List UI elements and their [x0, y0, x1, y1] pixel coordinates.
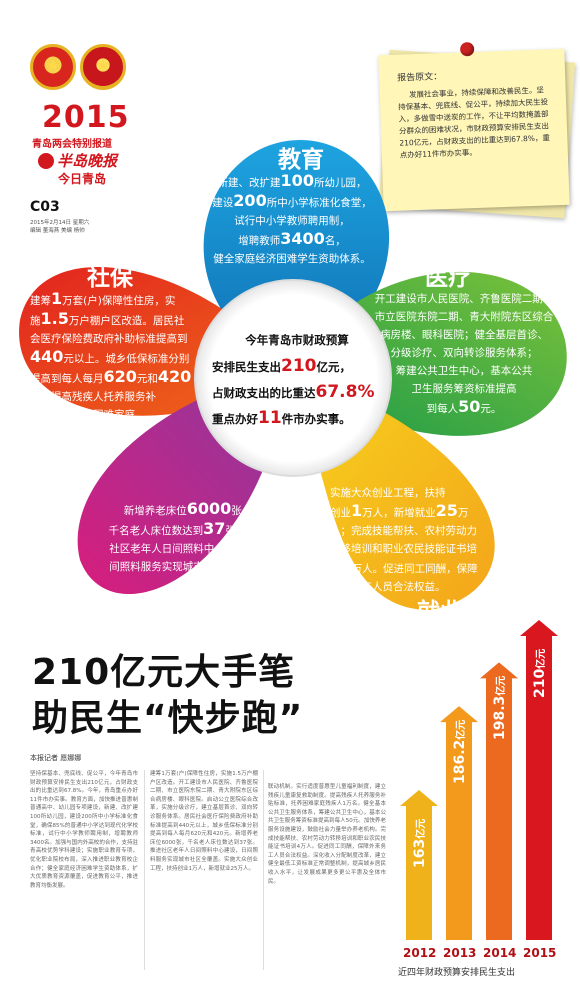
medical-block: 医疗 — [418, 258, 478, 292]
headline: 210亿元大手笔 助民生“快步跑” — [32, 650, 303, 742]
pushpin-icon — [459, 41, 475, 57]
center-line-4: 重点办好11件市办实事。 — [212, 408, 351, 428]
employment-block: 就业 — [400, 592, 480, 626]
page-meta: 2015年2月14日 星期六 编辑 董海燕 美编 杨帅 — [30, 219, 89, 235]
article-column-1: 坚持保基本、兜底线、促公平，今年青岛市财政预算安排民生支出210亿元，占财政支出… — [30, 771, 138, 889]
livelihood-spending-value: 210 — [281, 356, 317, 376]
center-line-2: 安排民生支出210亿元， — [212, 356, 351, 376]
special-report-title: 青岛两会特别报道 — [32, 139, 112, 150]
social-body: 建筹1万套(户)保障性住房，实 施1.5万户棚户区改造。居民社 会医疗保险费政府补助… — [30, 289, 192, 442]
center-summary: 今年青岛市财政预算 安排民生支出210亿元， 占财政支出的比重达67.8% 重点… — [212, 332, 382, 434]
medical-title: 医疗 — [425, 265, 471, 291]
newspaper-name: 半岛晚报 — [57, 152, 118, 170]
article-column-3: 联动机制。实行适度普惠型儿童福利制度，建立残疾儿童康复救助制度。提高残疾人托养服… — [268, 784, 386, 885]
elderly-block: 养老 — [110, 588, 190, 622]
newspaper-logo: 半岛晚报 — [38, 150, 117, 171]
special-year: 2015 — [42, 100, 130, 135]
cppcc-emblem-icon: ★ — [80, 44, 126, 90]
arrow-value-2013: 186.2亿元 — [452, 719, 468, 785]
emblems: ★ ★ — [28, 44, 128, 96]
headline-line-1: 210亿元大手笔 — [32, 652, 296, 693]
page-code: C03 — [30, 199, 60, 215]
column-divider — [144, 770, 145, 970]
year-label-2014: 2014 — [483, 946, 517, 960]
logo-mark-icon — [38, 153, 54, 169]
arrow-value-2014: 198.3亿元 — [492, 676, 508, 741]
arrow-2013 — [440, 706, 478, 940]
center-circle — [194, 279, 392, 477]
arrow-value-2015: 210亿元 — [532, 648, 548, 698]
arrow-2012 — [400, 790, 438, 940]
employment-body: 实施大众创业工程，扶持 创业1万人，新增就业25万 人；完成技能帮扶、农村劳动力 转移… — [330, 487, 478, 593]
education-title: 教育 — [278, 147, 324, 173]
medical-body: 开工建设市人民医院、齐鲁医院二期、 市立医院东院二期、青大附院东区综合 病房楼、眼科… — [374, 293, 554, 416]
national-emblem-icon: ★ — [30, 44, 76, 90]
column-divider — [263, 770, 264, 970]
spending-ratio-value: 67.8% — [315, 382, 375, 402]
page-editors: 编辑 董海燕 美编 杨帅 — [30, 228, 85, 234]
report-title: 报告原文： — [396, 72, 443, 84]
arrow-2014 — [480, 662, 518, 940]
arrow-2015 — [520, 620, 558, 940]
center-line-3: 占财政支出的比重达67.8% — [212, 382, 375, 402]
elderly-title: 养老 — [127, 595, 173, 621]
reporter-byline: 本报记者 愿娜娜 — [30, 754, 82, 762]
elderly-body: 新增养老床位6000张， 千名老人床位数达到37张。推进 社区老年人日间照料中心建设… — [108, 499, 268, 574]
center-line-1: 今年青岛市财政预算 — [245, 333, 349, 347]
education-block: 教育 — [216, 140, 386, 174]
year-label-2012: 2012 — [403, 946, 437, 960]
social-block: 社保 — [80, 258, 140, 292]
employment-title: 就业 — [417, 599, 463, 625]
year-label-2015: 2015 — [523, 946, 557, 960]
article-column-2: 建筹1万套(户)保障性住房，实施1.5万户棚户区改造。开工建设市人民医院、齐鲁医… — [150, 771, 258, 872]
spending-arrow-chart — [400, 620, 558, 940]
projects-count-value: 11 — [258, 408, 282, 428]
arrow-value-2012: 163亿元 — [412, 818, 428, 868]
education-body: 新建、改扩建100所幼儿园， 建设200所中小学标准化食堂， 试行中小学教师聘用制，… — [212, 171, 372, 266]
social-title: 社保 — [87, 265, 133, 291]
year-label-2013: 2013 — [443, 946, 477, 960]
chart-title: 近四年财政预算安排民生支出 — [398, 968, 516, 978]
five-petal-infographic — [19, 140, 567, 610]
section-name: 今日青岛 — [58, 172, 107, 186]
headline-line-2: 助民生“快步跑” — [32, 698, 304, 739]
page-date: 2015年2月14日 星期六 — [30, 220, 90, 226]
